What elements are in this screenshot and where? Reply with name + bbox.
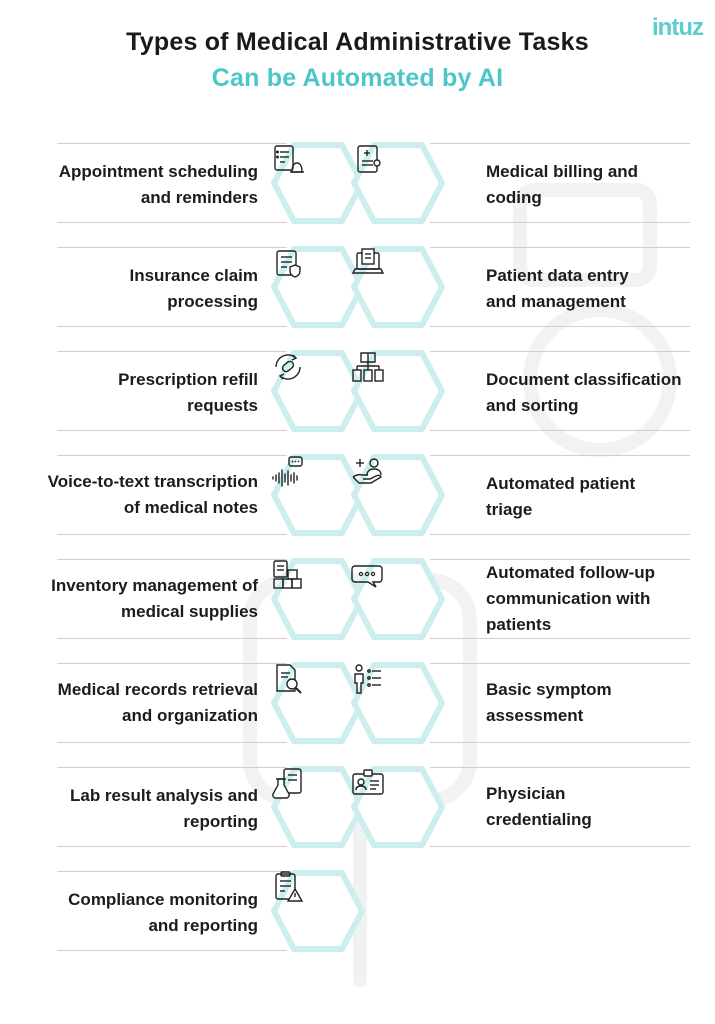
task-label: Automated patient triage xyxy=(486,474,636,519)
divider-line xyxy=(430,430,690,431)
calendar-bell-icon xyxy=(274,145,304,173)
hexagon-badge xyxy=(350,141,446,225)
hexagon-badge xyxy=(270,869,366,953)
hexagon-badge xyxy=(350,765,446,849)
hexagon-badge xyxy=(270,453,366,537)
divider-line xyxy=(430,846,690,847)
document-hierarchy-icon xyxy=(352,352,384,382)
task-label: Physician credentialing xyxy=(486,784,592,829)
hexagon-badge xyxy=(270,557,366,641)
hexagon-badge xyxy=(350,453,446,537)
hexagon-badge xyxy=(350,349,446,433)
divider-line xyxy=(57,430,287,431)
divider-line xyxy=(57,559,287,560)
inventory-boxes-icon xyxy=(273,560,302,589)
divider-line xyxy=(430,638,690,639)
divider-line xyxy=(430,742,690,743)
hexagon-badge xyxy=(270,661,366,745)
task-label: Prescription refill requests xyxy=(118,370,258,415)
divider-line xyxy=(57,326,287,327)
billing-invoice-icon xyxy=(357,145,381,173)
divider-line xyxy=(57,663,287,664)
task-label: Inventory management of medical supplies xyxy=(51,576,258,621)
laptop-data-icon xyxy=(351,248,385,274)
hexagon-badge xyxy=(350,557,446,641)
divider-line xyxy=(57,455,287,456)
task-label: Insurance claim processing xyxy=(129,266,258,311)
divider-line xyxy=(57,767,287,768)
divider-line xyxy=(57,846,287,847)
divider-line xyxy=(57,351,287,352)
divider-line xyxy=(57,247,287,248)
task-label: Medical records retrieval and organizati… xyxy=(57,680,258,725)
hexagon-badge xyxy=(270,765,366,849)
divider-line xyxy=(57,222,287,223)
task-label: Basic symptom assessment xyxy=(486,680,612,725)
divider-line xyxy=(57,638,287,639)
hexagon-badge xyxy=(350,245,446,329)
voice-wave-icon xyxy=(272,456,303,487)
task-label: Automated follow-up communication with p… xyxy=(486,563,656,634)
pill-refresh-icon xyxy=(275,354,301,380)
divider-line xyxy=(430,767,690,768)
task-label: Document classification and sorting xyxy=(486,370,682,415)
compliance-checklist-icon xyxy=(275,871,304,902)
records-search-icon xyxy=(276,664,302,694)
divider-line xyxy=(430,247,690,248)
divider-line xyxy=(57,534,287,535)
divider-line xyxy=(430,455,690,456)
id-card-icon xyxy=(352,769,384,795)
divider-line xyxy=(430,534,690,535)
divider-line xyxy=(57,742,287,743)
task-label: Patient data entry and management xyxy=(486,266,629,311)
hexagon-badge xyxy=(270,349,366,433)
hexagon-badge xyxy=(350,661,446,745)
insurance-document-icon xyxy=(276,250,301,278)
hexagon-badge xyxy=(270,141,366,225)
page-subtitle: Can be Automated by AI xyxy=(211,64,504,92)
divider-line xyxy=(57,143,287,144)
task-label: Lab result analysis and reporting xyxy=(69,786,258,831)
person-checklist-icon xyxy=(354,664,381,694)
divider-line xyxy=(430,143,690,144)
lab-flask-icon xyxy=(272,768,302,799)
task-label: Compliance monitoring and reporting xyxy=(68,890,258,935)
chat-bubbles-icon xyxy=(351,565,383,588)
divider-line xyxy=(430,559,690,560)
task-label: Voice-to-text transcription of medical n… xyxy=(47,472,258,517)
intuz-logo: intuz xyxy=(652,14,704,41)
divider-line xyxy=(57,871,287,872)
page-title: Types of Medical Administrative Tasks xyxy=(126,28,589,56)
hand-care-icon xyxy=(352,458,382,484)
divider-line xyxy=(430,351,690,352)
divider-line xyxy=(430,663,690,664)
divider-line xyxy=(57,950,287,951)
divider-line xyxy=(430,326,690,327)
task-label: Medical billing and coding xyxy=(486,162,639,207)
divider-line xyxy=(430,222,690,223)
hexagon-badge xyxy=(270,245,366,329)
task-label: Appointment scheduling and reminders xyxy=(58,162,258,207)
